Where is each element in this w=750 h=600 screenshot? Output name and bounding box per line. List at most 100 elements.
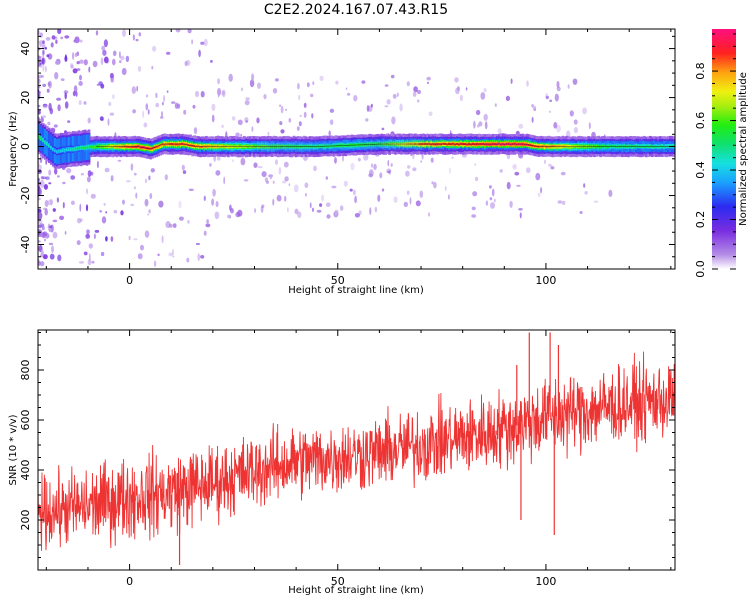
noise-speck: [88, 66, 91, 73]
spectrogram-y-tick-label: 40: [19, 42, 32, 56]
noise-speck: [244, 100, 250, 106]
noise-speck: [206, 219, 210, 224]
spectrogram-x-tick-label: 0: [126, 274, 133, 287]
ridge-cell: [408, 142, 411, 145]
ridge-cell: [551, 145, 555, 148]
noise-speck: [217, 78, 220, 85]
noise-speck: [593, 200, 599, 203]
noise-speck: [203, 195, 206, 201]
noise-speck: [94, 229, 100, 233]
noise-speck: [145, 103, 149, 111]
ridge-centerline: [96, 143, 675, 150]
ridge-cell: [591, 145, 594, 148]
noise-speck: [227, 214, 230, 219]
noise-speck: [249, 79, 255, 88]
noise-speck: [419, 190, 424, 198]
ridge-cell: [43, 141, 47, 144]
noise-speck: [537, 192, 541, 197]
noise-speck: [166, 90, 169, 93]
snr-x-tick-label: 50: [331, 575, 345, 588]
noise-speck: [42, 254, 48, 260]
noise-speck: [52, 231, 58, 239]
noise-speck: [584, 191, 588, 195]
spectrogram-ridge: [38, 118, 675, 169]
noise-speck: [253, 162, 258, 168]
ridge-cell: [553, 145, 557, 148]
snr-series: [38, 332, 675, 565]
noise-speck: [42, 64, 45, 72]
noise-speck: [371, 103, 373, 108]
noise-speck: [132, 109, 136, 114]
noise-speck: [499, 169, 503, 173]
ridge-cell: [368, 142, 372, 146]
noise-speck: [304, 182, 309, 188]
noise-speck: [288, 118, 292, 123]
noise-speck: [56, 197, 60, 203]
ridge-cell: [199, 145, 202, 149]
ridge-cell: [119, 145, 123, 149]
noise-speck: [282, 180, 287, 184]
noise-speck: [560, 171, 566, 176]
snr-frame: [37, 329, 676, 571]
ridge-cell: [410, 142, 413, 145]
ridge-cell: [87, 145, 91, 149]
noise-speck: [41, 176, 47, 180]
noise-speck: [41, 225, 45, 231]
noise-speck: [72, 52, 75, 60]
noise-speck: [42, 83, 46, 87]
noise-speck: [191, 39, 193, 45]
noise-speck: [516, 184, 521, 187]
noise-speck: [280, 129, 285, 134]
noise-speck: [155, 92, 158, 98]
noise-speck: [72, 90, 76, 97]
colorbar-tick-label: 0.0: [694, 260, 707, 278]
ridge-cell: [53, 149, 57, 152]
noise-speck: [38, 110, 41, 115]
noise-speck: [187, 220, 190, 224]
noise-speck: [518, 123, 524, 129]
noise-speck: [284, 176, 289, 182]
noise-speck: [38, 208, 42, 214]
noise-speck: [193, 127, 198, 135]
noise-speck: [87, 117, 91, 124]
noise-speck: [325, 202, 331, 207]
noise-speck: [148, 175, 151, 181]
noise-speck: [489, 197, 493, 201]
noise-speck: [38, 85, 41, 89]
noise-speck: [105, 211, 108, 214]
noise-speck: [245, 120, 248, 123]
noise-speck: [483, 88, 487, 93]
ridge-cell: [454, 143, 457, 146]
ridge-cell: [631, 145, 634, 148]
noise-speck: [130, 203, 135, 207]
noise-speck: [79, 39, 83, 43]
noise-speck: [413, 86, 418, 93]
ridge-cell: [613, 145, 616, 148]
noise-speck: [46, 54, 50, 58]
noise-speck: [354, 213, 360, 218]
noise-speck: [339, 205, 344, 211]
noise-speck: [125, 55, 130, 63]
noise-speck: [334, 157, 337, 164]
noise-speck: [389, 169, 391, 175]
ridge-cell: [460, 142, 463, 145]
ridge-cell: [38, 135, 41, 139]
noise-speck: [459, 94, 463, 102]
noise-speck: [109, 112, 115, 116]
noise-speck: [200, 254, 205, 259]
noise-speck: [303, 156, 308, 162]
noise-speck: [46, 88, 50, 93]
noise-speck: [365, 118, 369, 122]
noise-speck: [215, 201, 219, 208]
noise-speck: [56, 97, 62, 101]
ridge-cell: [239, 145, 242, 149]
noise-speck: [494, 103, 497, 107]
noise-speck: [49, 107, 53, 115]
noise-speck: [254, 208, 257, 213]
noise-speck: [100, 251, 105, 257]
noise-speck: [87, 170, 92, 177]
noise-speck: [79, 203, 82, 212]
noise-speck: [491, 188, 495, 197]
noise-speck: [608, 189, 613, 197]
